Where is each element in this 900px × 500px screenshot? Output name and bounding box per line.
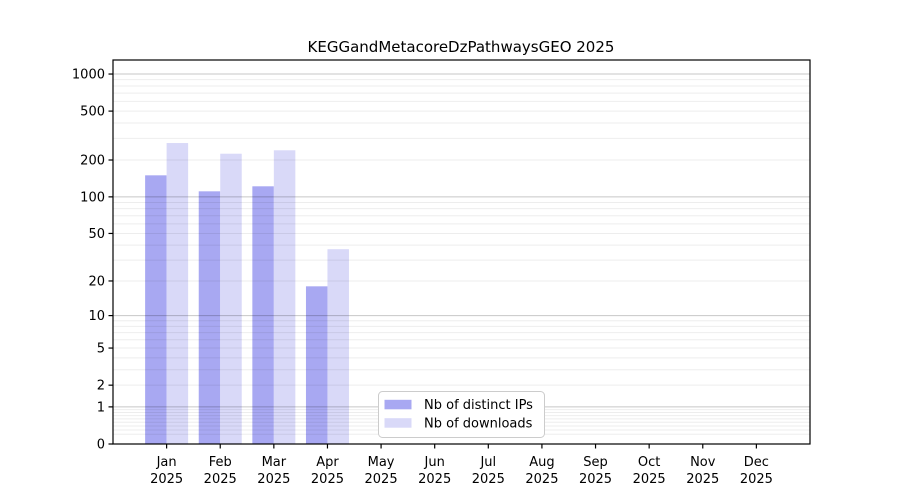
- x-axis: Jan 2025 Feb 2025 Mar 2025 Apr 2025 May 2025 Jun 20…: [150, 444, 773, 487]
- legend-label-downloads: Nb of downloads: [424, 417, 533, 432]
- bars-group: [145, 143, 349, 444]
- x-tick-label: Dec 2025: [740, 455, 773, 487]
- x-tick-label: May 2025: [365, 455, 398, 487]
- y-tick-label: 5: [97, 342, 105, 357]
- y-tick-label: 2: [97, 379, 105, 394]
- x-tick-label: Jun 2025: [418, 455, 451, 487]
- bar-distinct-ips: [252, 186, 274, 444]
- bar-distinct-ips: [145, 175, 167, 444]
- y-axis: 0 1 2 5 10 20 50 100 200 500 1000: [72, 68, 113, 453]
- chart-title: KEGGandMetacoreDzPathwaysGEO 2025: [308, 38, 615, 56]
- bar-distinct-ips: [198, 191, 221, 444]
- x-tick-label: Nov 2025: [686, 455, 719, 487]
- bar-downloads: [273, 150, 296, 444]
- x-tick-label: Mar 2025: [257, 455, 290, 487]
- legend-box: [378, 391, 545, 438]
- x-tick-label: Jul 2025: [472, 455, 505, 487]
- legend: Nb of distinct IPs Nb of downloads: [378, 391, 545, 438]
- bar-distinct-ips: [305, 286, 328, 444]
- y-tick-label: 20: [88, 274, 105, 289]
- x-tick-label: Oct 2025: [633, 455, 666, 487]
- x-tick-label: Jan 2025: [150, 455, 183, 487]
- x-tick-label: Apr 2025: [311, 455, 344, 487]
- legend-label-distinct-ips: Nb of distinct IPs: [424, 398, 533, 413]
- y-tick-label: 10: [88, 309, 105, 324]
- x-tick-label: Feb 2025: [204, 455, 237, 487]
- bar-downloads: [166, 143, 189, 444]
- y-tick-label: 0: [97, 438, 105, 453]
- y-tick-label: 500: [80, 105, 105, 120]
- x-tick-label: Sep 2025: [579, 455, 612, 487]
- y-tick-label: 50: [88, 227, 105, 242]
- bar-downloads: [220, 153, 242, 444]
- y-tick-label: 1000: [72, 68, 105, 83]
- y-tick-label: 100: [80, 190, 105, 205]
- legend-swatch-downloads: [384, 418, 412, 428]
- legend-swatch-distinct-ips: [384, 399, 412, 410]
- y-tick-label: 1: [97, 400, 105, 415]
- y-tick-label: 200: [80, 154, 105, 169]
- bar-downloads: [327, 249, 349, 444]
- x-tick-label: Aug 2025: [525, 455, 558, 487]
- plot-border: [112, 59, 811, 445]
